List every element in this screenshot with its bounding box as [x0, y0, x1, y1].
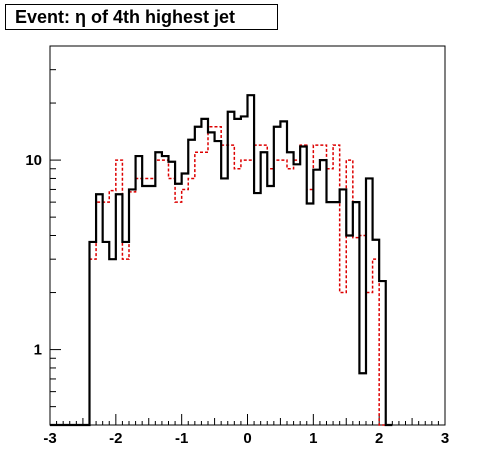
series-2-histogram-line — [50, 125, 386, 426]
x-tick-label: -3 — [43, 430, 56, 447]
x-tick-label: -2 — [109, 430, 122, 447]
x-tick-label: 3 — [441, 430, 449, 447]
axis-ticks — [49, 45, 446, 426]
x-tick-label: 2 — [375, 430, 383, 447]
series-1-histogram-line — [50, 94, 393, 427]
chart-title: Event: η of 4th highest jet — [5, 4, 278, 30]
tick-labels: -3 -2 -1 0 1 2 3 1 10 — [25, 152, 449, 447]
series-layer — [50, 94, 393, 427]
y-tick-label: 10 — [25, 152, 42, 169]
x-tick-label: 1 — [309, 430, 317, 447]
y-tick-label: 1 — [34, 342, 42, 359]
x-tick-label: 0 — [243, 430, 251, 447]
x-tick-label: -1 — [175, 430, 188, 447]
